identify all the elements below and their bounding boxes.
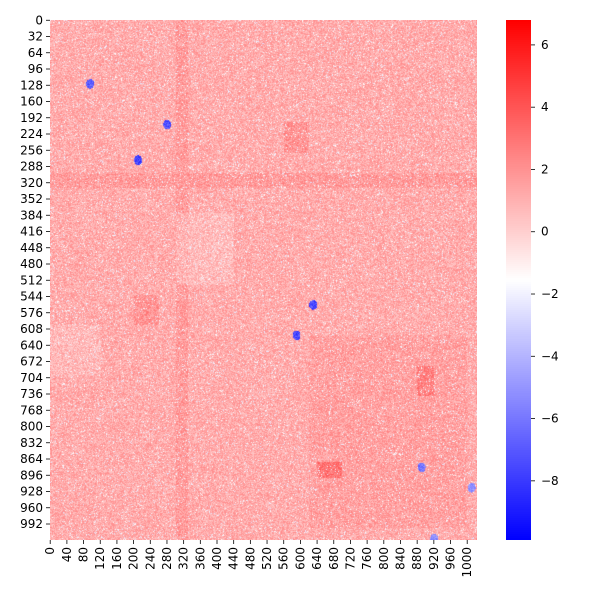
x-tick-label: 400 <box>210 547 224 570</box>
x-tick-label: 840 <box>393 547 407 570</box>
x-axis: 0 40 80 120 160 200 240 280 320 360 400 440 480 520 56… <box>43 540 474 578</box>
y-axis: 0 32 64 96 128 160 192 224 256 288 320 352 384 416 448… <box>20 13 50 531</box>
colorbar-tick-label: 4 <box>541 100 549 114</box>
x-tick-label: 80 <box>77 547 91 562</box>
x-tick-label: 600 <box>293 547 307 570</box>
colorbar-gradient <box>506 20 531 540</box>
y-tick-label: 192 <box>20 111 43 125</box>
y-tick-label: 704 <box>20 371 43 385</box>
x-tick-label: 1000 <box>460 547 474 578</box>
x-tick-label: 280 <box>160 547 174 570</box>
x-tick-label: 920 <box>427 547 441 570</box>
y-tick-label: 64 <box>28 46 43 60</box>
x-tick-label: 880 <box>410 547 424 570</box>
y-tick-label: 448 <box>20 241 43 255</box>
x-tick-label: 720 <box>343 547 357 570</box>
x-tick-label: 520 <box>260 547 274 570</box>
colorbar-tick-label: −2 <box>541 287 559 301</box>
colorbar-tick-label: 0 <box>541 225 549 239</box>
y-tick-label: 608 <box>20 322 43 336</box>
heatmap-image-container <box>50 20 477 540</box>
colorbar: 6 4 2 0 −2 −4 −6 −8 <box>506 20 559 540</box>
y-tick-label: 672 <box>20 355 43 369</box>
heatmap-cells <box>50 20 477 540</box>
y-tick-label: 960 <box>20 501 43 515</box>
y-tick-label: 256 <box>20 143 43 157</box>
y-tick-label: 32 <box>28 30 43 44</box>
y-tick-label: 896 <box>20 468 43 482</box>
y-tick-label: 0 <box>35 13 43 27</box>
y-tick-label: 320 <box>20 176 43 190</box>
x-tick-label: 200 <box>127 547 141 570</box>
x-tick-label: 160 <box>110 547 124 570</box>
colorbar-axis: 6 4 2 0 −2 −4 −6 −8 <box>531 38 559 488</box>
x-tick-label: 760 <box>360 547 374 570</box>
y-tick-label: 864 <box>20 452 43 466</box>
y-tick-label: 128 <box>20 78 43 92</box>
y-tick-label: 384 <box>20 208 43 222</box>
y-tick-label: 512 <box>20 273 43 287</box>
y-tick-label: 160 <box>20 95 43 109</box>
y-tick-label: 800 <box>20 420 43 434</box>
y-tick-label: 768 <box>20 403 43 417</box>
y-tick-label: 288 <box>20 160 43 174</box>
x-tick-label: 640 <box>310 547 324 570</box>
y-tick-label: 224 <box>20 127 43 141</box>
y-tick-label: 96 <box>28 62 43 76</box>
x-tick-label: 480 <box>243 547 257 570</box>
x-tick-label: 360 <box>193 547 207 570</box>
y-tick-label: 480 <box>20 257 43 271</box>
y-tick-label: 416 <box>20 225 43 239</box>
heatmap-area <box>50 20 477 540</box>
colorbar-tick-label: −4 <box>541 349 559 363</box>
x-tick-label: 560 <box>277 547 291 570</box>
x-tick-label: 800 <box>377 547 391 570</box>
x-tick-label: 0 <box>43 547 57 555</box>
colorbar-gradient-container <box>506 20 531 540</box>
colorbar-tick-label: 2 <box>541 162 549 176</box>
x-tick-label: 240 <box>143 547 157 570</box>
y-tick-label: 544 <box>20 290 43 304</box>
colorbar-tick-label: −8 <box>541 474 559 488</box>
y-tick-label: 352 <box>20 192 43 206</box>
colorbar-tick-label: −6 <box>541 412 559 426</box>
colorbar-tick-label: 6 <box>541 38 549 52</box>
x-tick-label: 960 <box>444 547 458 570</box>
y-tick-label: 832 <box>20 436 43 450</box>
x-tick-label: 40 <box>60 547 74 562</box>
x-tick-label: 440 <box>227 547 241 570</box>
y-tick-label: 992 <box>20 517 43 531</box>
y-tick-label: 576 <box>20 306 43 320</box>
x-tick-label: 120 <box>93 547 107 570</box>
y-tick-label: 736 <box>20 387 43 401</box>
x-tick-label: 680 <box>327 547 341 570</box>
y-tick-label: 928 <box>20 485 43 499</box>
y-tick-label: 640 <box>20 338 43 352</box>
x-tick-label: 320 <box>177 547 191 570</box>
